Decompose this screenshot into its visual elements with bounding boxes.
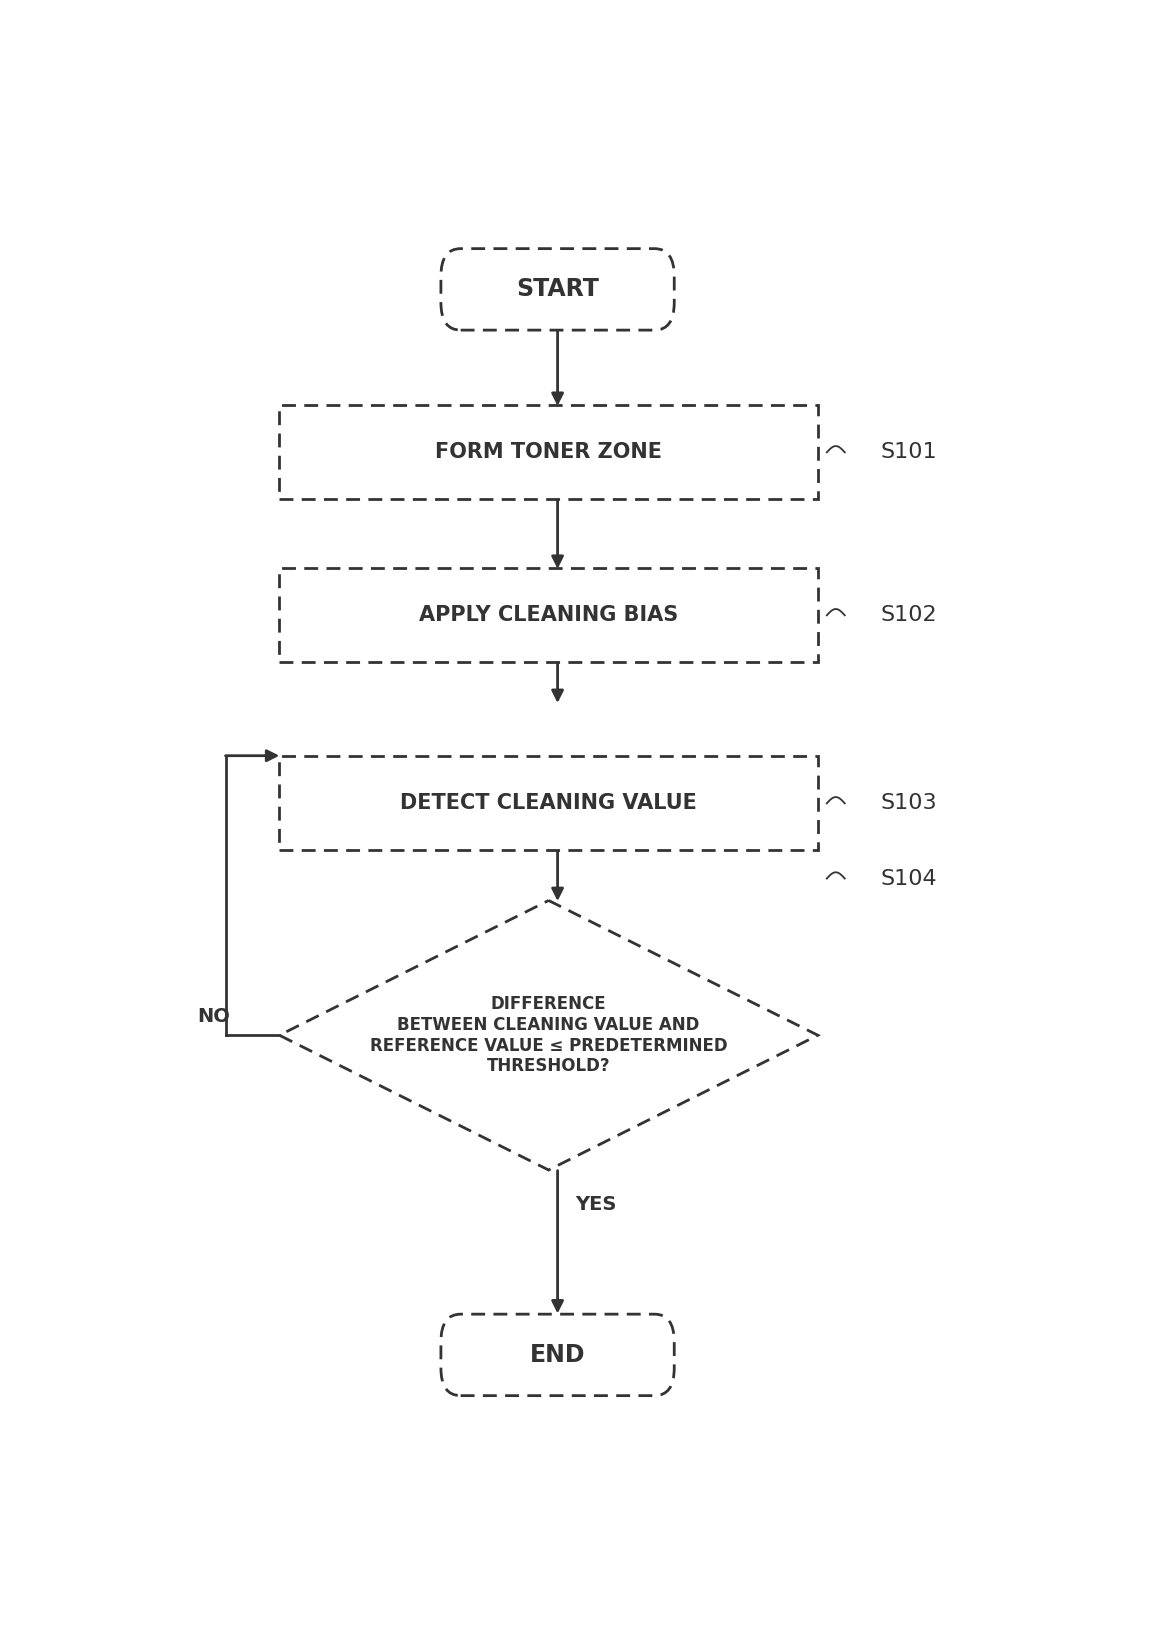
Text: S102: S102	[880, 606, 937, 625]
FancyBboxPatch shape	[279, 757, 818, 850]
Text: S103: S103	[880, 793, 937, 814]
Text: YES: YES	[576, 1195, 617, 1214]
Text: DIFFERENCE
BETWEEN CLEANING VALUE AND
REFERENCE VALUE ≤ PREDETERMINED
THRESHOLD?: DIFFERENCE BETWEEN CLEANING VALUE AND RE…	[369, 995, 727, 1076]
Text: APPLY CLEANING BIAS: APPLY CLEANING BIAS	[419, 606, 679, 625]
FancyBboxPatch shape	[279, 405, 818, 500]
Text: END: END	[530, 1343, 585, 1368]
Text: NO: NO	[197, 1008, 230, 1026]
Text: DETECT CLEANING VALUE: DETECT CLEANING VALUE	[401, 793, 697, 814]
FancyBboxPatch shape	[441, 1314, 674, 1395]
Polygon shape	[279, 900, 818, 1171]
FancyBboxPatch shape	[279, 568, 818, 663]
Text: S101: S101	[880, 443, 937, 462]
Text: START: START	[516, 277, 599, 301]
FancyBboxPatch shape	[441, 249, 674, 330]
Text: FORM TONER ZONE: FORM TONER ZONE	[435, 443, 662, 462]
Text: S104: S104	[880, 869, 937, 889]
